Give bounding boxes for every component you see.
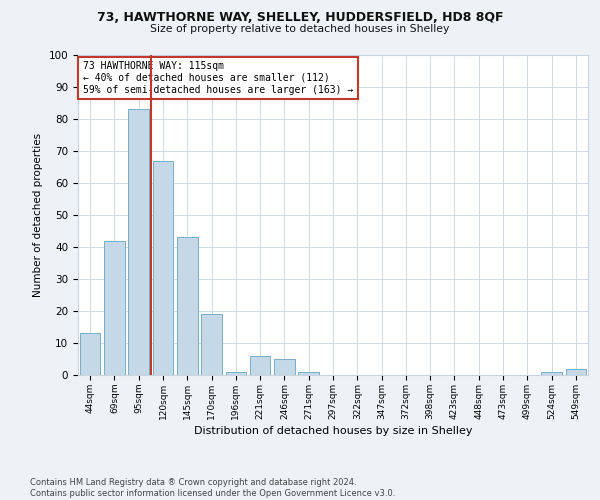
Bar	[201, 314, 222, 375]
Bar	[541, 372, 562, 375]
Y-axis label: Number of detached properties: Number of detached properties	[33, 133, 43, 297]
Text: 73 HAWTHORNE WAY: 115sqm
← 40% of detached houses are smaller (112)
59% of semi-: 73 HAWTHORNE WAY: 115sqm ← 40% of detach…	[83, 62, 353, 94]
Bar	[177, 238, 197, 375]
Bar	[104, 240, 125, 375]
Bar	[250, 356, 271, 375]
Bar	[80, 334, 100, 375]
Bar	[152, 160, 173, 375]
Bar	[226, 372, 246, 375]
Bar	[566, 368, 586, 375]
Text: Size of property relative to detached houses in Shelley: Size of property relative to detached ho…	[151, 24, 449, 34]
Text: 73, HAWTHORNE WAY, SHELLEY, HUDDERSFIELD, HD8 8QF: 73, HAWTHORNE WAY, SHELLEY, HUDDERSFIELD…	[97, 11, 503, 24]
Bar	[298, 372, 319, 375]
X-axis label: Distribution of detached houses by size in Shelley: Distribution of detached houses by size …	[194, 426, 472, 436]
Bar	[274, 359, 295, 375]
Text: Contains HM Land Registry data ® Crown copyright and database right 2024.
Contai: Contains HM Land Registry data ® Crown c…	[30, 478, 395, 498]
Bar	[128, 110, 149, 375]
